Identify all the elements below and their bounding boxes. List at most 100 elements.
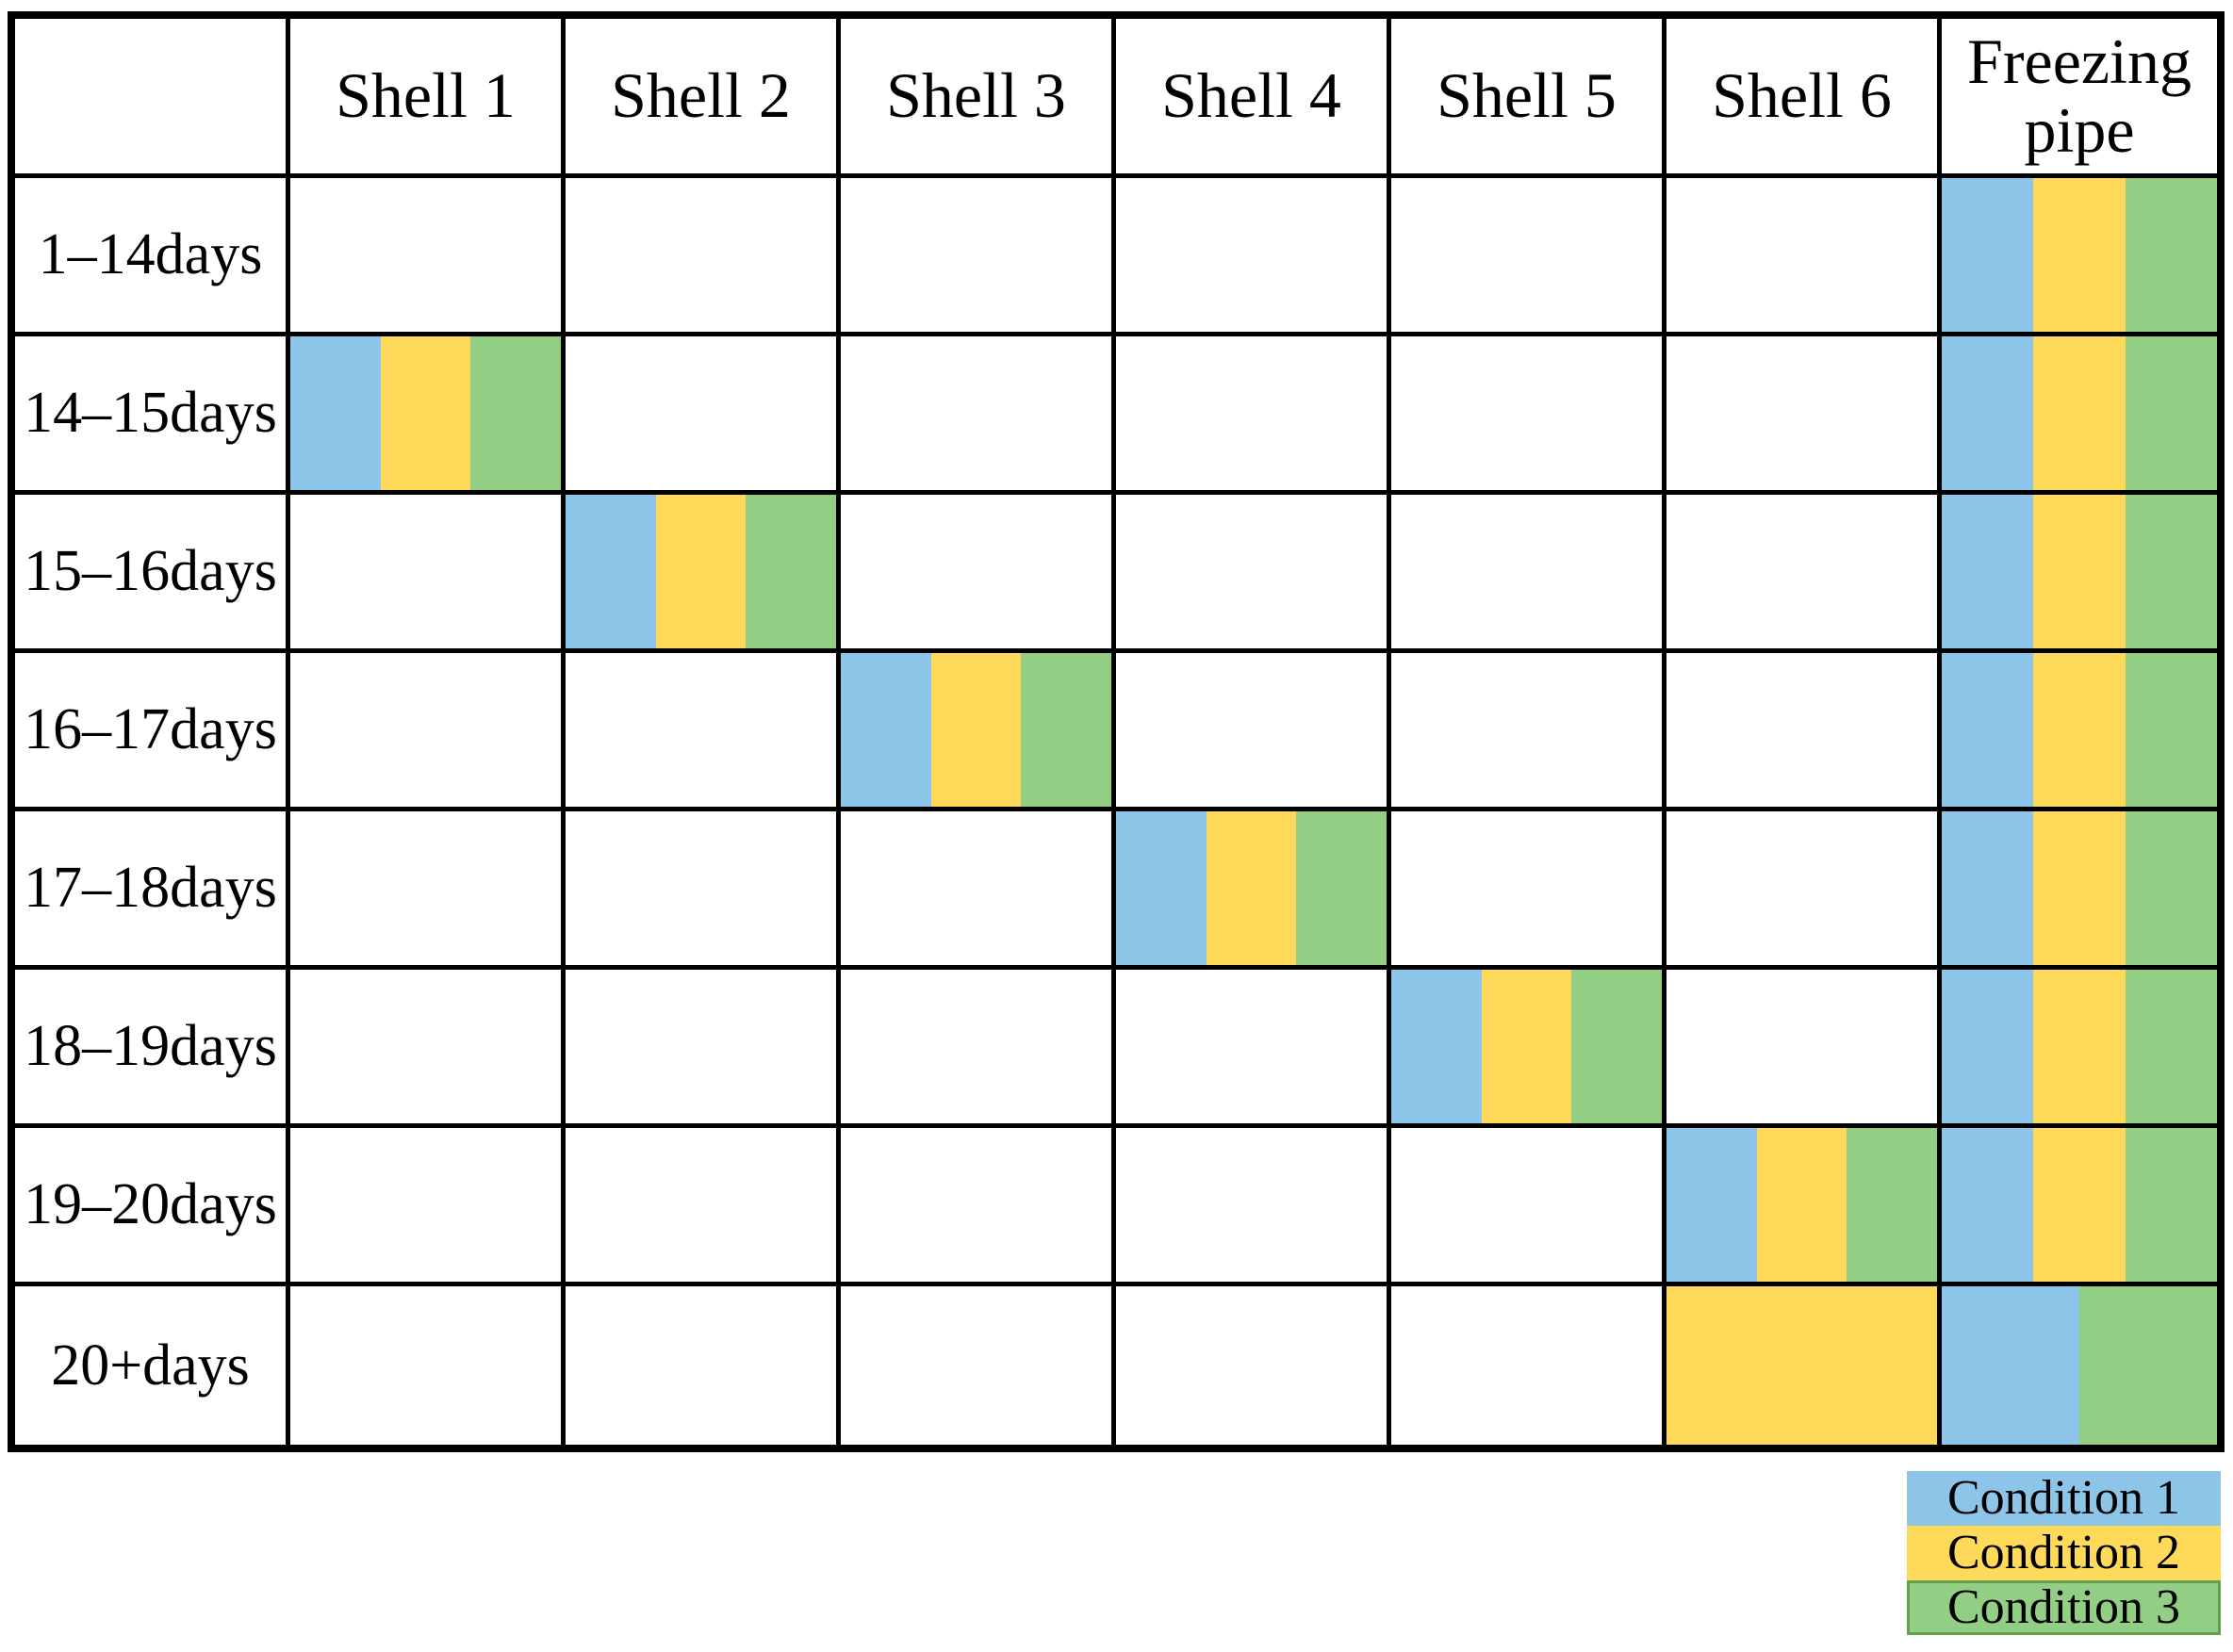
cell-19-20days-shell-3 [841, 1128, 1116, 1286]
header-shell-2: Shell 2 [566, 19, 841, 178]
condition-3-stripe [2125, 653, 2217, 807]
cell-18-19days-shell-5 [1391, 970, 1667, 1128]
cell-20-days-shell-2 [566, 1286, 841, 1445]
cell-17-18days-shell-4 [1116, 811, 1391, 970]
condition-2-stripe [1756, 1128, 1847, 1282]
condition-2-stripe [655, 495, 747, 648]
condition-stripes [841, 653, 1111, 807]
cell-14-15days-shell-3 [841, 336, 1116, 495]
row-label-19-20days: 19–20days [15, 1128, 290, 1286]
legend-item-condition-2: Condition 2 [1907, 1526, 2221, 1580]
condition-3-stripe [1296, 811, 1387, 965]
cell-20-days-shell-4 [1116, 1286, 1391, 1445]
condition-1-stripe [290, 336, 381, 490]
condition-2-stripe [1481, 970, 1572, 1123]
cell-19-20days-shell-2 [566, 1128, 841, 1286]
cell-17-18days-shell-6 [1667, 811, 1942, 970]
condition-1-stripe [1116, 811, 1207, 965]
condition-3-stripe [1021, 653, 1111, 807]
condition-2-stripe [2033, 495, 2126, 648]
row-label-20-days-text: 20+days [51, 1333, 250, 1398]
header-shell-5: Shell 5 [1391, 19, 1667, 178]
condition-2-stripe [380, 336, 471, 490]
row-label-15-16days-text: 15–16days [24, 539, 277, 603]
condition-1-stripe [841, 653, 931, 807]
cell-17-18days-shell-3 [841, 811, 1116, 970]
header-freezing-pipe-text: Freezing pipe [1967, 25, 2192, 166]
condition-3-stripe [2125, 1128, 2217, 1282]
cell-18-19days-freezing-pipe [1942, 970, 2217, 1128]
row-label-16-17days-text: 16–17days [24, 697, 277, 761]
header-shell-1: Shell 1 [290, 19, 566, 178]
cell-19-20days-shell-1 [290, 1128, 566, 1286]
cell-16-17days-shell-5 [1391, 653, 1667, 811]
condition-2-stripe [2033, 1128, 2126, 1282]
condition-1-stripe [1942, 653, 2034, 807]
condition-stripes [1942, 1286, 2217, 1445]
cell-18-19days-shell-4 [1116, 970, 1391, 1128]
cell-17-18days-freezing-pipe [1942, 811, 2217, 970]
condition-2-stripe [2033, 653, 2126, 807]
row-label-18-19days: 18–19days [15, 970, 290, 1128]
cell-18-19days-shell-3 [841, 970, 1116, 1128]
condition-2-stripe [930, 653, 1022, 807]
condition-stripes [1667, 1128, 1937, 1282]
cell-16-17days-freezing-pipe [1942, 653, 2217, 811]
cell-16-17days-shell-3 [841, 653, 1116, 811]
row-label-18-19days-text: 18–19days [24, 1014, 277, 1078]
row-label-15-16days: 15–16days [15, 495, 290, 653]
cell-19-20days-freezing-pipe [1942, 1128, 2217, 1286]
condition-2-stripe [1206, 811, 1297, 965]
condition-stripes [290, 336, 561, 490]
cell-14-15days-freezing-pipe [1942, 336, 2217, 495]
cell-19-20days-shell-5 [1391, 1128, 1667, 1286]
cell-1-14days-shell-3 [841, 178, 1116, 336]
condition-3-stripe [2125, 178, 2217, 332]
header-shell-3-text: Shell 3 [886, 59, 1066, 132]
condition-stripes [1942, 336, 2217, 490]
condition-3-stripe [2125, 811, 2217, 965]
header-shell-5-text: Shell 5 [1437, 59, 1617, 132]
cell-1-14days-freezing-pipe [1942, 178, 2217, 336]
row-label-14-15days-text: 14–15days [24, 381, 277, 445]
condition-1-stripe [1942, 1128, 2034, 1282]
cell-15-16days-shell-1 [290, 495, 566, 653]
cell-18-19days-shell-6 [1667, 970, 1942, 1128]
condition-3-stripe [1847, 1128, 1937, 1282]
condition-1-stripe [1942, 811, 2034, 965]
condition-1-stripe [1942, 495, 2034, 648]
condition-stripes [566, 495, 836, 648]
condition-1-stripe [566, 495, 656, 648]
condition-3-stripe [746, 495, 836, 648]
condition-2-stripe [2033, 811, 2126, 965]
row-label-1-14days-text: 1–14days [38, 222, 263, 286]
cell-14-15days-shell-2 [566, 336, 841, 495]
condition-3-stripe [2125, 336, 2217, 490]
cell-16-17days-shell-4 [1116, 653, 1391, 811]
condition-2-stripe [2033, 336, 2126, 490]
condition-stripes [1942, 1128, 2217, 1282]
condition-1-stripe [1942, 336, 2034, 490]
cell-15-16days-shell-2 [566, 495, 841, 653]
cell-15-16days-shell-3 [841, 495, 1116, 653]
header-shell-4: Shell 4 [1116, 19, 1391, 178]
cell-16-17days-shell-1 [290, 653, 566, 811]
cell-1-14days-shell-1 [290, 178, 566, 336]
cell-15-16days-freezing-pipe [1942, 495, 2217, 653]
condition-3-stripe [1571, 970, 1662, 1123]
condition-1-stripe [1942, 970, 2034, 1123]
condition-3-stripe [2079, 1286, 2217, 1445]
cell-14-15days-shell-1 [290, 336, 566, 495]
condition-1-stripe [1942, 178, 2034, 332]
cell-14-15days-shell-6 [1667, 336, 1942, 495]
legend-item-condition-3: Condition 3 [1907, 1580, 2221, 1635]
corner-cell [15, 19, 290, 178]
condition-stripes [1942, 970, 2217, 1123]
schedule-table: Shell 1 Shell 2 Shell 3 Shell 4 Shell 5 Shell… [8, 11, 2225, 1452]
condition-1-stripe [1942, 1286, 2079, 1445]
header-shell-6: Shell 6 [1667, 19, 1942, 178]
cell-20-days-shell-5 [1391, 1286, 1667, 1445]
condition-stripes [1942, 495, 2217, 648]
row-label-14-15days: 14–15days [15, 336, 290, 495]
